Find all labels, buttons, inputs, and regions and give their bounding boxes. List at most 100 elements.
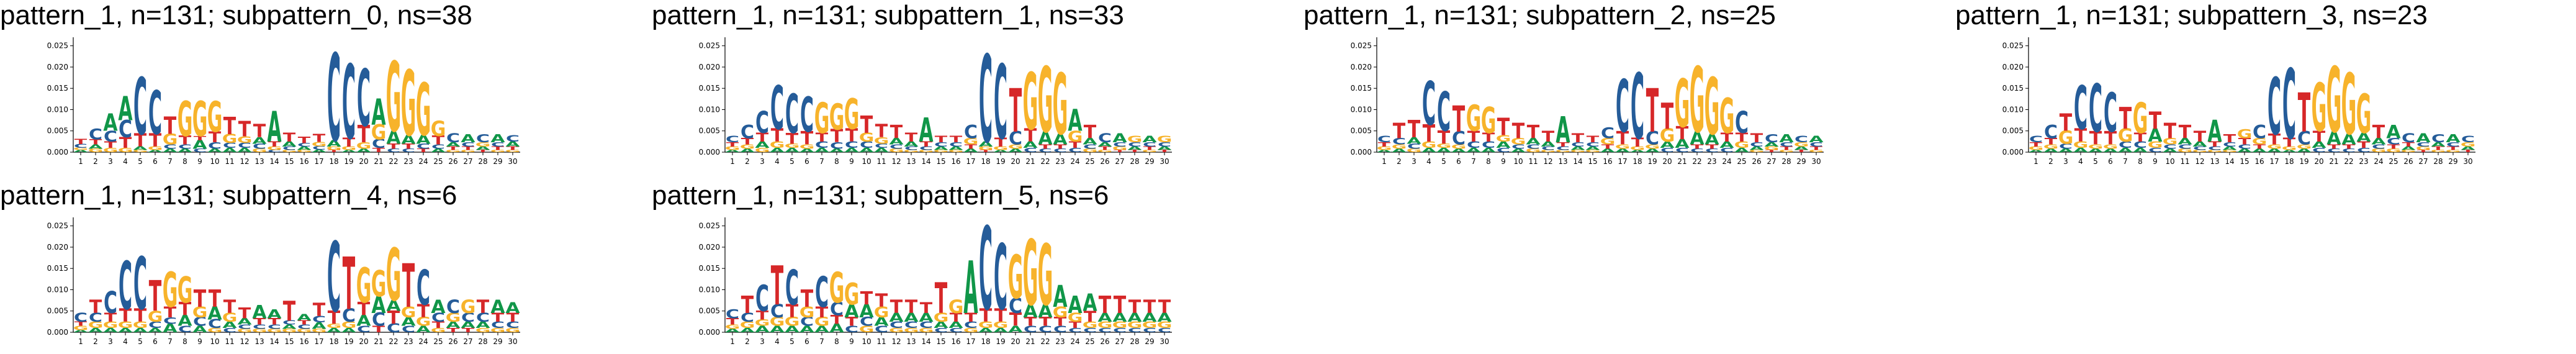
logo-letter-A: A (978, 327, 993, 334)
logo-letter-G: G (2163, 136, 2178, 147)
x-tick-label: 8 (834, 157, 839, 166)
x-tick-label: 2 (1397, 157, 1402, 166)
logo-letter-C: C (1601, 125, 1615, 142)
x-tick-label: 4 (2078, 157, 2083, 166)
logo-letter-T: T (1158, 150, 1171, 153)
x-tick-label: 24 (418, 157, 428, 166)
logo-letter-T: T (343, 135, 356, 149)
x-tick-label: 11 (2180, 157, 2189, 166)
x-tick-label: 2 (745, 337, 750, 346)
logo-letter-C: C (785, 260, 799, 316)
logo-letter-G: G (1083, 320, 1098, 330)
logo-letter-C: C (89, 311, 102, 324)
logo-letter-A: A (2192, 140, 2207, 148)
logo-letter-T: T (965, 143, 978, 150)
logo-letter-T: T (2402, 141, 2416, 148)
logo-letter-C: C (919, 320, 933, 330)
logo-letter-C: C (1098, 132, 1112, 145)
logo-letter-G: G (2356, 84, 2372, 146)
x-tick-label: 10 (862, 157, 871, 166)
logo-letter-T: T (1143, 146, 1156, 152)
logo-letter-G: G (252, 328, 268, 334)
logo-letter-T: T (2417, 150, 2430, 153)
logo-letter-C: C (2327, 148, 2341, 153)
logo-letter-G: G (1023, 221, 1038, 326)
logo-letter-T: T (164, 304, 177, 321)
x-tick-label: 7 (168, 157, 173, 166)
logo-letter-C: C (253, 142, 266, 150)
logo-letter-G: G (103, 147, 119, 153)
x-tick-label: 3 (2063, 157, 2068, 166)
logo-letter-A: A (859, 301, 873, 322)
logo-letter-C: C (815, 268, 829, 317)
x-tick-label: 19 (344, 157, 353, 166)
logo-letter-A: A (461, 132, 475, 145)
logo-letter-T: T (2343, 143, 2356, 150)
logo-letter-A: A (356, 148, 371, 153)
logo-letter-T: T (1572, 132, 1585, 145)
logo-letter-A: A (192, 324, 207, 334)
logo-letter-C: C (446, 297, 460, 317)
logo-letter-T: T (1497, 114, 1510, 142)
logo-letter-C: C (1098, 327, 1112, 334)
x-tick-label: 29 (493, 337, 502, 346)
logo-letter-T: T (313, 299, 325, 320)
x-tick-label: 14 (269, 157, 279, 166)
logo-letter-C: C (875, 324, 888, 334)
logo-letter-A: A (993, 150, 1008, 153)
logo-letter-G: G (207, 327, 223, 334)
logo-letter-G: G (356, 258, 372, 314)
logo-letter-T: T (771, 125, 783, 145)
logo-letter-G: G (1734, 140, 1750, 150)
logo-letter-A: A (963, 246, 978, 330)
logo-letter-G: G (461, 297, 476, 317)
x-tick-label: 1 (78, 337, 83, 346)
logo-letter-G: G (1023, 56, 1038, 147)
panel-title: pattern_1, n=131; subpattern_4, ns=6 (0, 180, 457, 211)
x-tick-label: 18 (1633, 157, 1642, 166)
y-tick-label: 0.020 (47, 63, 68, 71)
logo-letter-G: G (1764, 146, 1780, 152)
logo-letter-A: A (148, 327, 163, 334)
logo-letter-C: C (1497, 147, 1510, 153)
logo-letter-T: T (492, 146, 505, 152)
logo-letter-C: C (1735, 106, 1749, 140)
logo-letter-A: A (978, 140, 993, 148)
logo-letter-G: G (1511, 136, 1526, 147)
logo-letter-G: G (963, 327, 979, 334)
logo-letter-C: C (1407, 142, 1421, 150)
logo-letter-C: C (2461, 134, 2475, 145)
logo-letter-A: A (963, 148, 978, 153)
x-tick-label: 6 (804, 337, 809, 346)
x-tick-label: 27 (1767, 157, 1776, 166)
logo-letter-C: C (312, 145, 326, 151)
logo-letter-A: A (1083, 136, 1097, 147)
logo-letter-C: C (860, 140, 873, 150)
logo-letter-C: C (815, 140, 829, 150)
logo-letter-C: C (1616, 65, 1629, 149)
logo-letter-A: A (725, 150, 740, 153)
logo-letter-T: T (1024, 125, 1037, 145)
logo-letter-A: A (416, 133, 431, 147)
logo-letter-C: C (372, 309, 385, 330)
logo-letter-G: G (1481, 99, 1497, 142)
logo-letter-G: G (2133, 94, 2148, 143)
logo-letter-C: C (994, 44, 1007, 163)
logo-letter-A: A (1112, 132, 1127, 145)
x-tick-label: 9 (849, 157, 854, 166)
logo-letter-G: G (904, 150, 919, 153)
logo-letter-C: C (357, 324, 371, 334)
logo-letter-C: C (741, 311, 754, 324)
logo-letter-A: A (1779, 132, 1793, 145)
x-tick-label: 25 (1737, 157, 1746, 166)
logo-letter-C: C (1158, 327, 1171, 334)
logo-letter-C: C (2089, 71, 2102, 147)
logo-letter-C: C (268, 324, 281, 330)
logo-letter-T: T (149, 273, 162, 322)
logo-letter-C: C (2446, 141, 2460, 148)
logo-letter-T: T (372, 324, 385, 334)
logo-letter-A: A (2118, 147, 2133, 153)
x-tick-label: 10 (1513, 157, 1523, 166)
logo-letter-G: G (490, 150, 506, 153)
